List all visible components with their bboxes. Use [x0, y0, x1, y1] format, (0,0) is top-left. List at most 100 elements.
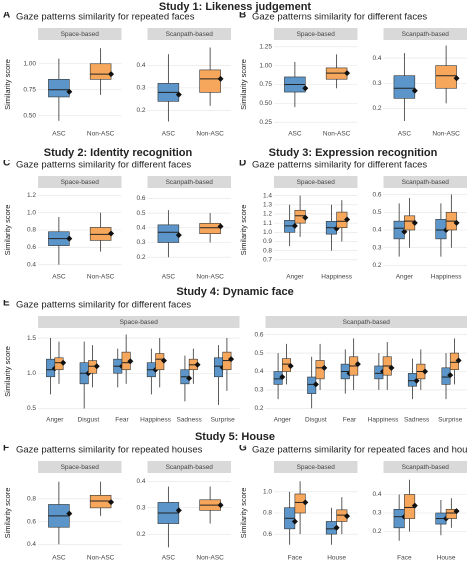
- mean-marker: [411, 219, 418, 226]
- y-tick-label: 0.6: [254, 331, 263, 338]
- x-tick-label: Disgust: [78, 417, 100, 424]
- strip-label: Scanpath-based: [166, 179, 214, 186]
- x-tick-label: Surprise: [211, 417, 236, 424]
- box: [435, 65, 457, 89]
- panel: B Gaze patterns similarity for different …: [239, 10, 467, 138]
- x-tick-label: Anger: [46, 417, 64, 424]
- y-tick-label: 0.3: [136, 504, 145, 511]
- y-tick-label: 1.00: [23, 60, 36, 67]
- y-tick-label: 0.4: [136, 225, 145, 232]
- mean-marker: [333, 524, 340, 531]
- strip-label: Scanpath-based: [166, 464, 214, 471]
- strip: [147, 461, 231, 473]
- y-tick-label: 0.5: [136, 210, 145, 217]
- x-tick-label: Non-ASC: [432, 131, 460, 138]
- panel-label: E: [3, 298, 10, 309]
- mean-marker: [344, 216, 351, 223]
- x-tick-label: Face: [397, 555, 412, 562]
- x-tick-label: Non-ASC: [196, 555, 224, 562]
- x-tick-label: Sadness: [404, 417, 430, 424]
- mean-marker: [354, 361, 361, 368]
- y-tick-label: 0.4: [372, 227, 381, 234]
- mean-marker: [453, 508, 460, 515]
- x-tick-label: Happiness: [431, 274, 462, 281]
- strip: [383, 176, 467, 188]
- y-tick-label: 0.5: [372, 209, 381, 216]
- x-tick-label: Non-ASC: [196, 274, 224, 281]
- strip-label: Scanpath-based: [402, 31, 450, 38]
- panel-label: C: [3, 158, 10, 169]
- mean-marker: [127, 358, 134, 365]
- strip: [383, 461, 467, 473]
- mean-marker: [66, 88, 73, 95]
- y-tick-label: 1.2: [27, 192, 36, 199]
- mean-marker: [312, 381, 319, 388]
- mean-marker: [217, 223, 224, 230]
- strip-label: Space-based: [297, 464, 336, 471]
- mean-marker: [108, 230, 115, 237]
- mean-marker: [422, 368, 429, 375]
- y-tick-label: 0.2: [372, 105, 381, 112]
- panel: F Gaze patterns similarity for repeated h…: [3, 445, 231, 562]
- panel-title: Gaze patterns similarity for different f…: [252, 12, 427, 23]
- strip: [383, 28, 467, 40]
- y-tick-label: 0.3: [372, 244, 381, 251]
- strip: [274, 28, 358, 40]
- panel-title: Gaze patterns similarity for different f…: [16, 300, 191, 311]
- mean-marker: [93, 363, 100, 370]
- panel-label: B: [239, 10, 246, 21]
- y-tick-label: 1.1: [263, 220, 272, 227]
- y-axis-label: Similarity score: [239, 59, 248, 110]
- y-tick-label: 0.2: [136, 531, 145, 538]
- y-tick-label: 0.4: [136, 478, 145, 485]
- y-tick-label: 0.50: [259, 100, 272, 107]
- x-tick-label: Non-ASC: [87, 131, 115, 138]
- mean-marker: [108, 499, 115, 506]
- x-tick-label: Non-ASC: [87, 274, 115, 281]
- strip-label: Space-based: [61, 179, 100, 186]
- x-tick-label: Surprise: [438, 417, 463, 424]
- y-tick-label: 1.3: [263, 201, 272, 208]
- box: [393, 75, 416, 99]
- mean-marker: [302, 499, 309, 506]
- y-tick-label: 0.3: [372, 80, 381, 87]
- x-tick-label: Non-ASC: [87, 555, 115, 562]
- panel: D Gaze patterns similarity for different …: [239, 160, 467, 281]
- box: [157, 224, 180, 243]
- x-tick-label: Fear: [115, 417, 129, 424]
- mean-marker: [447, 372, 454, 379]
- y-tick-label: 0.4: [372, 491, 381, 498]
- y-tick-label: 1.2: [263, 211, 272, 218]
- mean-marker: [66, 510, 73, 517]
- x-tick-label: Disgust: [305, 417, 327, 424]
- box: [89, 63, 112, 80]
- y-axis-label: Similarity score: [239, 488, 248, 539]
- box: [199, 69, 221, 93]
- mean-marker: [287, 362, 294, 369]
- strip: [38, 176, 122, 188]
- y-tick-label: 1.00: [259, 62, 272, 69]
- mean-marker: [217, 75, 224, 82]
- mean-marker: [175, 232, 182, 239]
- panel-label: G: [239, 443, 247, 454]
- mean-marker: [291, 518, 298, 525]
- y-tick-label: 0.9: [263, 238, 272, 245]
- mean-marker: [175, 91, 182, 98]
- y-tick-label: 1.5: [27, 335, 36, 342]
- strip: [38, 28, 122, 40]
- y-tick-label: 0.5: [27, 405, 36, 412]
- box: [199, 223, 221, 234]
- strip: [274, 176, 358, 188]
- x-tick-label: Anger: [274, 417, 292, 424]
- study-title: Study 5: House: [195, 431, 275, 443]
- y-tick-label: 1.0: [263, 489, 272, 496]
- y-tick-label: 0.4: [254, 368, 263, 375]
- mean-marker: [194, 361, 201, 368]
- y-tick-label: 0.75: [259, 81, 272, 88]
- y-tick-label: 0.2: [372, 262, 381, 269]
- x-tick-label: House: [327, 555, 346, 562]
- mean-marker: [279, 374, 286, 381]
- x-tick-label: ASC: [162, 274, 176, 281]
- mean-marker: [66, 235, 73, 242]
